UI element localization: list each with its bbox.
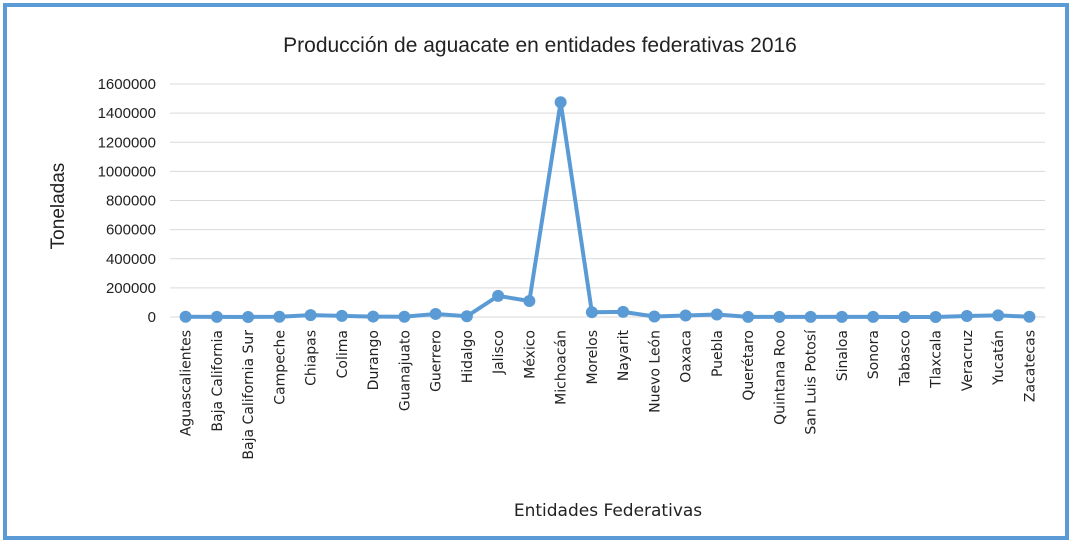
data-point [992, 309, 1005, 322]
x-tick-label: México [522, 330, 538, 379]
gridlines [170, 83, 1045, 318]
y-tick-label: 200000 [106, 280, 156, 297]
x-tick-label: Tabasco [897, 330, 913, 387]
y-tick-label: 0 [148, 309, 156, 326]
x-tick-label: Guerrero [429, 330, 445, 392]
data-point [429, 307, 442, 320]
y-tick-label: 1200000 [98, 134, 156, 151]
y-axis-label: Toneladas [48, 163, 69, 250]
x-tick-label: San Luis Potosí [804, 329, 820, 435]
data-points [179, 96, 1036, 323]
y-tick-label: 1400000 [98, 105, 156, 122]
x-tick-label: Morelos [585, 330, 601, 384]
series-line [185, 100, 1030, 319]
data-point [585, 306, 598, 319]
x-tick-label: Puebla [710, 330, 726, 377]
x-tick-label: Quintana Roo [772, 330, 788, 425]
data-point [304, 309, 317, 322]
data-point [398, 310, 411, 323]
data-point [273, 310, 286, 323]
x-tick-label: Zacatecas [1022, 330, 1038, 402]
x-tick-label: Sonora [866, 330, 882, 379]
data-point [617, 305, 630, 318]
data-point [335, 309, 348, 322]
data-point [523, 294, 536, 307]
x-tick-label: Chiapas [304, 330, 320, 386]
data-point [460, 310, 473, 323]
data-point [179, 310, 192, 323]
data-point [742, 310, 755, 323]
x-tick-label: Colima [335, 330, 351, 378]
data-point [554, 96, 567, 109]
x-tick-label: Jalisco [491, 330, 507, 375]
x-tick-label: Querétaro [741, 330, 757, 401]
x-tick-label: Campeche [272, 330, 288, 405]
data-point [710, 308, 723, 321]
data-point [804, 310, 817, 323]
x-tick-label: Oaxaca [679, 330, 695, 383]
x-tick-label: Yucatán [991, 330, 1007, 386]
data-point [929, 310, 942, 323]
data-point [867, 310, 880, 323]
x-tick-label: Baja California Sur [241, 330, 257, 460]
data-point [679, 309, 692, 322]
data-point [898, 310, 911, 323]
y-tick-label: 1000000 [98, 163, 156, 180]
data-point [960, 309, 973, 322]
y-tick-label: 400000 [106, 251, 156, 268]
y-tick-label: 1600000 [98, 76, 156, 93]
x-tick-label: Baja California [210, 330, 226, 432]
x-tick-label: Nayarit [616, 330, 632, 382]
data-point [210, 310, 223, 323]
x-tick-labels: Aguascalientes Baja California Baja Califo… [179, 329, 1039, 460]
x-tick-label: Sinaloa [835, 330, 851, 381]
y-tick-labels: 0 200000 400000 600000 800000 1000000 1200000 1… [98, 76, 156, 326]
data-point [773, 310, 786, 323]
data-point [367, 310, 380, 323]
x-tick-label: Tlaxcala [929, 330, 945, 389]
x-tick-label: Guanajuato [397, 330, 413, 411]
x-tick-label: Aguascalientes [179, 330, 195, 436]
y-tick-label: 600000 [106, 222, 156, 239]
data-point [242, 310, 255, 323]
chart-title: Producción de aguacate en entidades fede… [283, 34, 797, 57]
data-point [835, 310, 848, 323]
x-tick-label: Veracruz [960, 330, 976, 391]
x-tick-label: Hidalgo [460, 330, 476, 383]
data-point [492, 289, 505, 302]
data-point [1023, 310, 1036, 323]
x-tick-label: Nuevo León [647, 330, 663, 413]
y-tick-label: 800000 [106, 193, 156, 210]
data-point [648, 310, 661, 323]
x-tick-label: Durango [366, 330, 382, 390]
x-tick-label: Michoacán [554, 330, 570, 405]
x-axis-label: Entidades Federativas [514, 501, 702, 521]
